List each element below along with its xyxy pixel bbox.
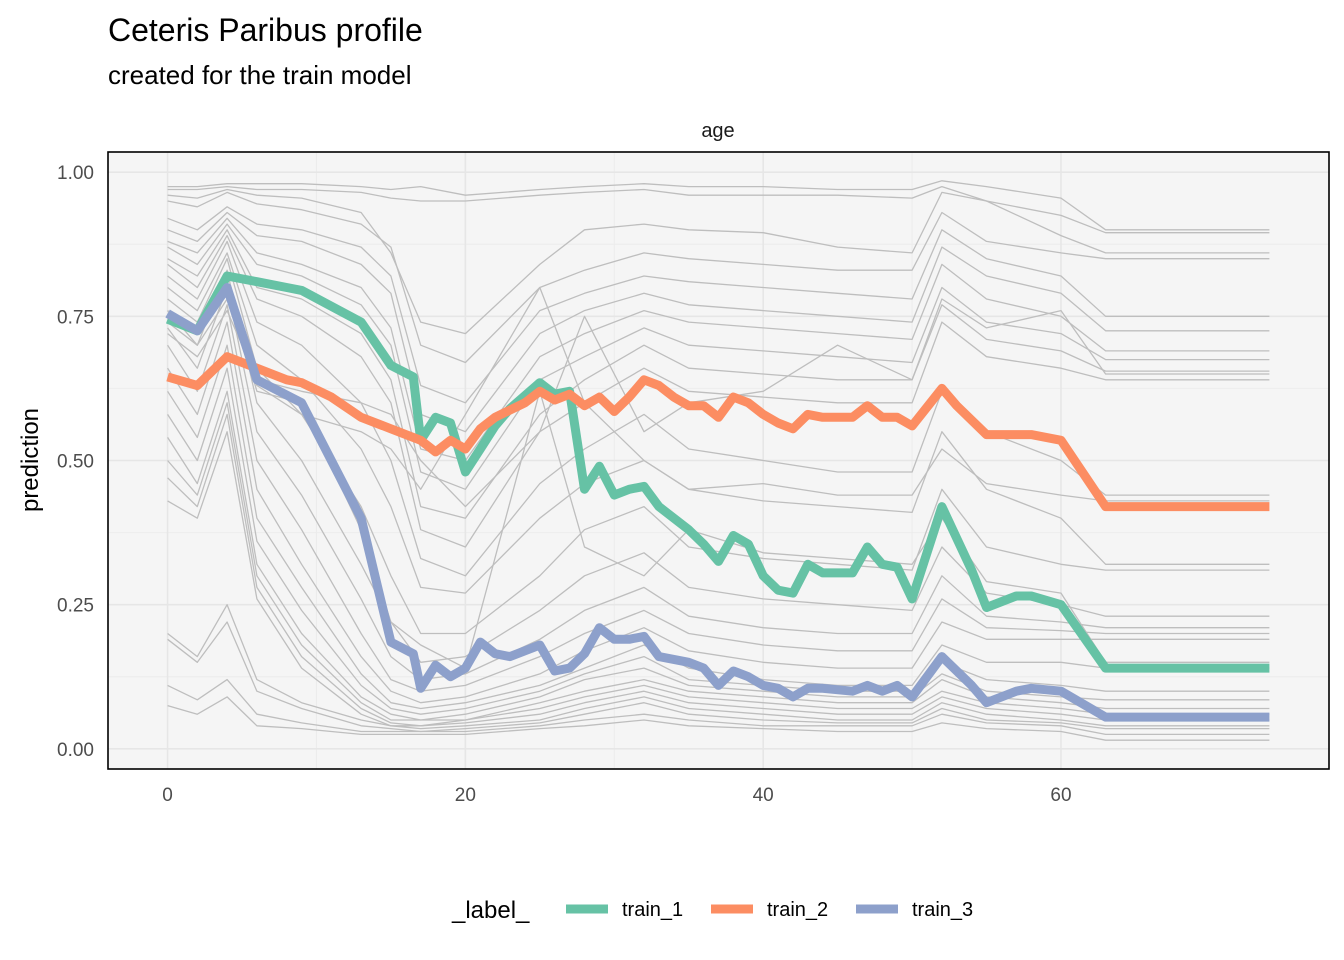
background-profile-line — [167, 217, 1270, 462]
y-axis-ticks: 0.00 0.25 0.50 0.75 1.00 — [57, 163, 94, 761]
x-tick-label: 60 — [1050, 785, 1071, 806]
chart-title: Ceteris Paribus profile — [108, 12, 423, 48]
legend-label-train_2: train_2 — [767, 899, 828, 921]
legend-title: _label_ — [451, 897, 530, 924]
legend: train_1 train_2 train_3 — [566, 899, 973, 921]
background-profile-line — [167, 211, 1270, 433]
chart-subtitle: created for the train model — [108, 60, 412, 90]
series-line-train_2 — [166, 352, 1270, 512]
y-tick-label: 1.00 — [57, 163, 94, 184]
background-profile-line — [167, 304, 1270, 692]
background-profile-line — [167, 344, 1270, 710]
highlighted-profiles — [165, 271, 1270, 722]
y-tick-label: 0.50 — [57, 452, 94, 473]
legend-label-train_3: train_3 — [912, 899, 973, 921]
background-profile-line — [167, 188, 1270, 335]
y-axis-title: prediction — [17, 408, 44, 512]
series-line-train_3 — [165, 283, 1270, 722]
background-profile-line — [167, 604, 1270, 730]
series-line-train_1 — [165, 271, 1270, 673]
facet-label: age — [701, 120, 734, 142]
background-profile-line — [167, 286, 1270, 681]
background-profile-line — [167, 223, 1270, 490]
x-tick-label: 20 — [455, 785, 476, 806]
background-profile-line — [167, 413, 1270, 727]
y-tick-label: 0.00 — [57, 740, 94, 761]
background-profile-line — [167, 621, 1270, 733]
y-tick-label: 0.25 — [57, 596, 94, 617]
background-profile-line — [167, 185, 1270, 234]
background-profile-line — [167, 696, 1270, 741]
background-profile-line — [167, 191, 1270, 364]
x-tick-label: 0 — [162, 785, 173, 806]
background-profile-line — [167, 678, 1270, 736]
background-profile-line — [167, 367, 1270, 715]
x-axis-ticks: 0 20 40 60 — [162, 785, 1071, 806]
background-profile-line — [167, 431, 1270, 727]
background-profile-line — [167, 180, 1270, 231]
x-tick-label: 40 — [753, 785, 774, 806]
background-profile-line — [167, 229, 1270, 519]
legend-label-train_1: train_1 — [622, 899, 683, 921]
panel-border — [107, 151, 1330, 770]
y-tick-label: 0.75 — [57, 307, 94, 328]
background-profile-line — [167, 206, 1270, 404]
